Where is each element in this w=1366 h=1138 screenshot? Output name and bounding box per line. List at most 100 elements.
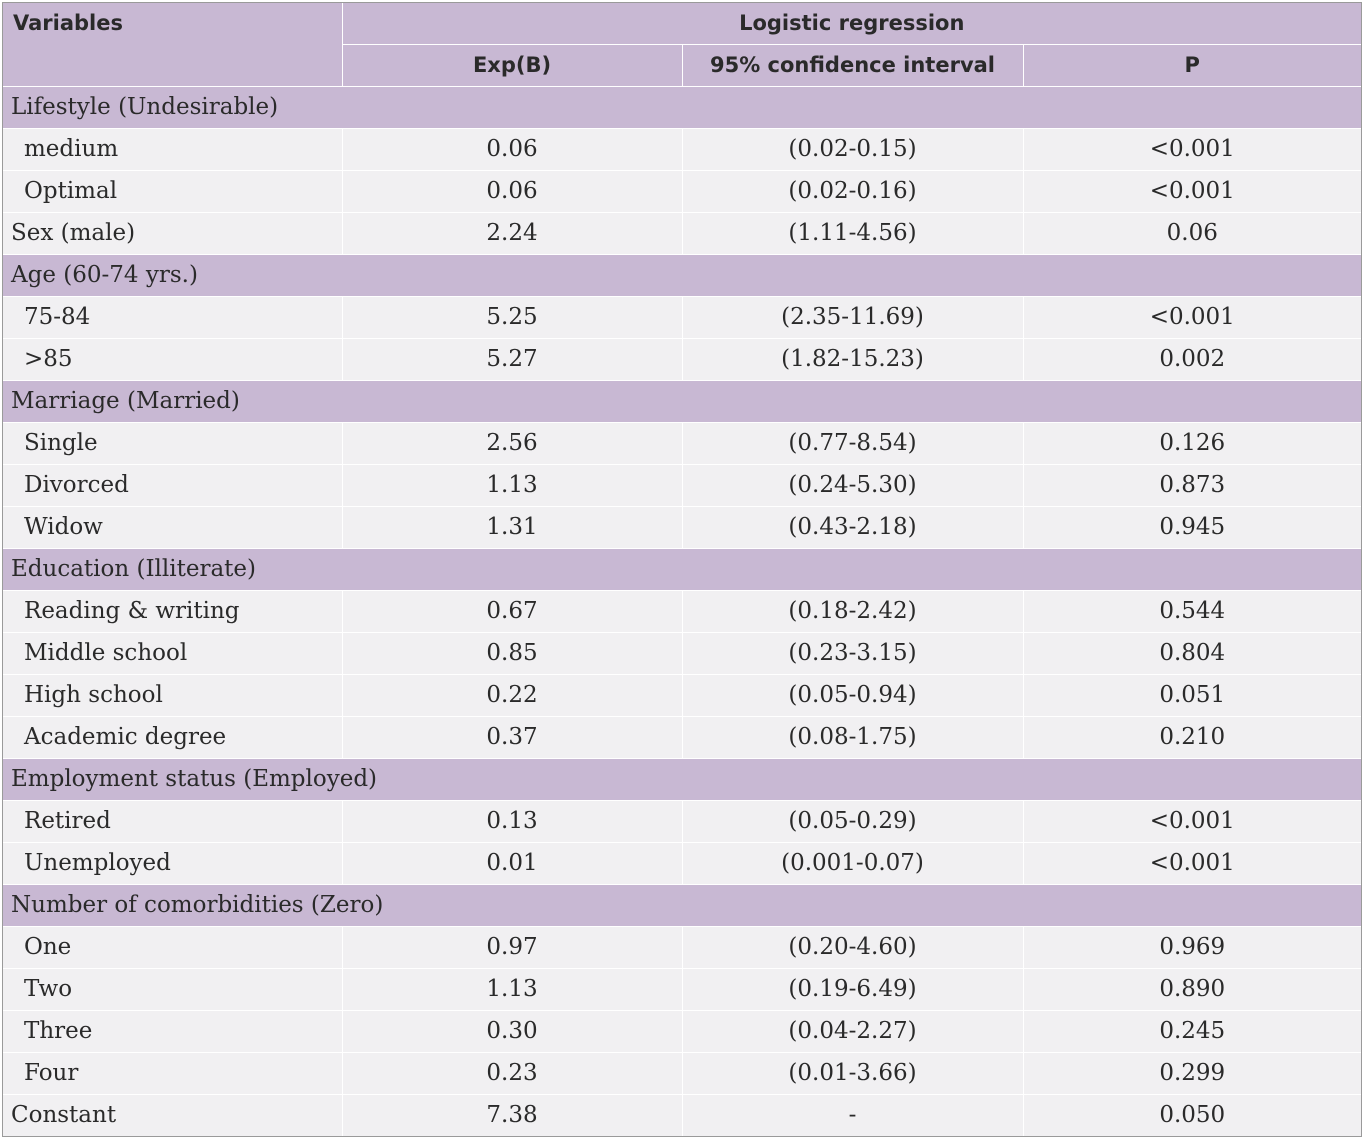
table-row: 75-84 5.25 (2.35-11.69) <0.001 bbox=[3, 296, 1361, 339]
expb-cell: 5.27 bbox=[342, 338, 683, 381]
variable-cell: Three bbox=[3, 1010, 343, 1053]
section-label: Lifestyle (Undesirable) bbox=[3, 86, 1361, 129]
p-value-cell: <0.001 bbox=[1023, 296, 1361, 339]
header-row-top: Variables Logistic regression bbox=[3, 3, 1361, 87]
expb-cell: 5.25 bbox=[342, 296, 683, 339]
variable-cell: Reading & writing bbox=[3, 590, 343, 633]
variable-cell: Middle school bbox=[3, 632, 343, 675]
table-row: Two 1.13 (0.19-6.49) 0.890 bbox=[3, 968, 1361, 1011]
expb-cell: 0.01 bbox=[342, 842, 683, 885]
confidence-interval-cell: (1.82-15.23) bbox=[682, 338, 1024, 381]
confidence-interval-cell: (0.43-2.18) bbox=[682, 506, 1024, 549]
expb-cell: 1.13 bbox=[342, 464, 683, 507]
variables-header: Variables bbox=[3, 3, 343, 87]
p-value-cell: 0.890 bbox=[1023, 968, 1361, 1011]
expb-cell: 0.06 bbox=[342, 170, 683, 213]
section-label: Education (Illiterate) bbox=[3, 548, 1361, 591]
p-value-cell: 0.544 bbox=[1023, 590, 1361, 633]
p-value-cell: <0.001 bbox=[1023, 128, 1361, 171]
expb-cell: 0.67 bbox=[342, 590, 683, 633]
p-value-cell: <0.001 bbox=[1023, 842, 1361, 885]
confidence-interval-cell: (0.77-8.54) bbox=[682, 422, 1024, 465]
confidence-interval-cell: (0.05-0.29) bbox=[682, 800, 1024, 843]
p-value-cell: 0.002 bbox=[1023, 338, 1361, 381]
table-row: >85 5.27 (1.82-15.23) 0.002 bbox=[3, 338, 1361, 381]
table-row: Widow 1.31 (0.43-2.18) 0.945 bbox=[3, 506, 1361, 549]
variable-cell: Retired bbox=[3, 800, 343, 843]
p-value-header: P bbox=[1023, 44, 1361, 87]
expb-cell: 1.31 bbox=[342, 506, 683, 549]
expb-cell: 2.56 bbox=[342, 422, 683, 465]
p-value-cell: 0.945 bbox=[1023, 506, 1361, 549]
confidence-interval-cell: (0.02-0.15) bbox=[682, 128, 1024, 171]
confidence-interval-cell: (0.01-3.66) bbox=[682, 1052, 1024, 1095]
variable-cell: Unemployed bbox=[3, 842, 343, 885]
table-body: Lifestyle (Undesirable) medium 0.06 (0.02-0… bbox=[3, 86, 1361, 1136]
section-label: Number of comorbidities (Zero) bbox=[3, 884, 1361, 927]
p-value-cell: <0.001 bbox=[1023, 800, 1361, 843]
section-header-row: Lifestyle (Undesirable) bbox=[3, 86, 1361, 129]
expb-cell: 0.06 bbox=[342, 128, 683, 171]
confidence-interval-cell: (0.04-2.27) bbox=[682, 1010, 1024, 1053]
table-row: Middle school 0.85 (0.23-3.15) 0.804 bbox=[3, 632, 1361, 675]
expb-cell: 7.38 bbox=[342, 1094, 683, 1136]
confidence-interval-cell: (2.35-11.69) bbox=[682, 296, 1024, 339]
variable-cell: >85 bbox=[3, 338, 343, 381]
variable-cell: Divorced bbox=[3, 464, 343, 507]
p-value-cell: 0.050 bbox=[1023, 1094, 1361, 1136]
variable-cell: medium bbox=[3, 128, 343, 171]
confidence-interval-cell: (0.20-4.60) bbox=[682, 926, 1024, 969]
confidence-interval-cell: - bbox=[682, 1094, 1024, 1136]
table-row: Unemployed 0.01 (0.001-0.07) <0.001 bbox=[3, 842, 1361, 885]
variable-cell: Sex (male) bbox=[3, 212, 343, 255]
table-header: Variables Logistic regression Exp(B) 95%… bbox=[3, 3, 1361, 87]
p-value-cell: <0.001 bbox=[1023, 170, 1361, 213]
confidence-interval-cell: (0.24-5.30) bbox=[682, 464, 1024, 507]
variable-cell: Constant bbox=[3, 1094, 343, 1136]
variable-cell: Single bbox=[3, 422, 343, 465]
variable-cell: One bbox=[3, 926, 343, 969]
variable-cell: 75-84 bbox=[3, 296, 343, 339]
header-row-columns: Exp(B) 95% confidence interval P bbox=[3, 44, 1361, 87]
logistic-regression-header: Logistic regression bbox=[342, 3, 1361, 45]
confidence-interval-cell: (0.19-6.49) bbox=[682, 968, 1024, 1011]
variable-cell: Widow bbox=[3, 506, 343, 549]
table-row: Four 0.23 (0.01-3.66) 0.299 bbox=[3, 1052, 1361, 1095]
table-row: medium 0.06 (0.02-0.15) <0.001 bbox=[3, 128, 1361, 171]
table-row: Academic degree 0.37 (0.08-1.75) 0.210 bbox=[3, 716, 1361, 759]
table-row: Constant 7.38-0.050 bbox=[3, 1094, 1361, 1136]
table-row: High school 0.22 (0.05-0.94) 0.051 bbox=[3, 674, 1361, 717]
p-value-cell: 0.969 bbox=[1023, 926, 1361, 969]
section-header-row: Marriage (Married) bbox=[3, 380, 1361, 423]
section-header-row: Number of comorbidities (Zero) bbox=[3, 884, 1361, 927]
confidence-interval-cell: (0.23-3.15) bbox=[682, 632, 1024, 675]
expb-cell: 0.37 bbox=[342, 716, 683, 759]
p-value-cell: 0.299 bbox=[1023, 1052, 1361, 1095]
table-row: Optimal 0.06 (0.02-0.16) <0.001 bbox=[3, 170, 1361, 213]
table-row: Sex (male) 2.24 (1.11-4.56) 0.06 bbox=[3, 212, 1361, 255]
p-value-cell: 0.804 bbox=[1023, 632, 1361, 675]
p-value-cell: 0.06 bbox=[1023, 212, 1361, 255]
p-value-cell: 0.873 bbox=[1023, 464, 1361, 507]
variable-cell: Academic degree bbox=[3, 716, 343, 759]
expb-cell: 0.30 bbox=[342, 1010, 683, 1053]
confidence-interval-cell: (0.05-0.94) bbox=[682, 674, 1024, 717]
confidence-interval-header: 95% confidence interval bbox=[682, 44, 1024, 87]
confidence-interval-cell: (0.001-0.07) bbox=[682, 842, 1024, 885]
expb-cell: 0.23 bbox=[342, 1052, 683, 1095]
section-label: Age (60-74 yrs.) bbox=[3, 254, 1361, 297]
expb-cell: 0.13 bbox=[342, 800, 683, 843]
expb-header: Exp(B) bbox=[342, 44, 683, 87]
section-label: Employment status (Employed) bbox=[3, 758, 1361, 801]
section-label: Marriage (Married) bbox=[3, 380, 1361, 423]
variable-cell: Two bbox=[3, 968, 343, 1011]
logistic-regression-table: Variables Logistic regression Exp(B) 95%… bbox=[3, 3, 1361, 1136]
confidence-interval-cell: (0.18-2.42) bbox=[682, 590, 1024, 633]
variable-cell: Four bbox=[3, 1052, 343, 1095]
table-row: Three 0.30 (0.04-2.27) 0.245 bbox=[3, 1010, 1361, 1053]
table-row: Retired 0.13 (0.05-0.29) <0.001 bbox=[3, 800, 1361, 843]
section-header-row: Age (60-74 yrs.) bbox=[3, 254, 1361, 297]
expb-cell: 2.24 bbox=[342, 212, 683, 255]
table-row: Reading & writing 0.67 (0.18-2.42) 0.544 bbox=[3, 590, 1361, 633]
section-header-row: Education (Illiterate) bbox=[3, 548, 1361, 591]
